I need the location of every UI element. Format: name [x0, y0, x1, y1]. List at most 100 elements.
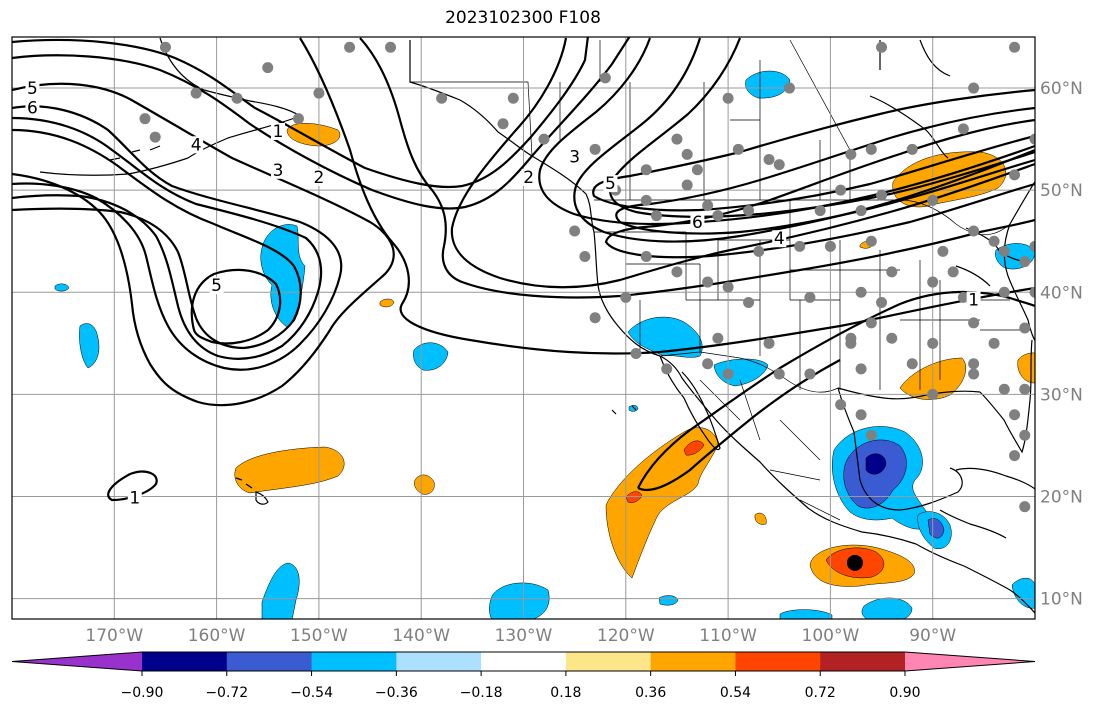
colorbar-label: 0.36	[635, 685, 666, 701]
contour-label: 1	[129, 489, 140, 509]
station-dot	[661, 363, 673, 375]
station-dot	[1029, 240, 1035, 252]
station-dot	[927, 337, 939, 349]
colorbar-segment	[396, 652, 482, 671]
station-dot	[640, 164, 652, 176]
station-dot	[712, 210, 724, 222]
longitude-tick-label: 120°W	[597, 626, 655, 646]
station-dot	[998, 286, 1010, 298]
contour-line	[12, 116, 323, 360]
colorbar-label: 0.18	[550, 685, 581, 701]
station-dot	[814, 205, 826, 217]
station-dot	[835, 399, 847, 411]
station-dot	[968, 225, 980, 237]
station-dot	[865, 143, 877, 155]
colorbar-segment	[735, 652, 821, 671]
colorbar-segment	[481, 652, 567, 671]
station-dot	[579, 251, 591, 263]
station-dot	[1009, 409, 1021, 421]
station-dot	[569, 225, 581, 237]
longitude-tick-label: 170°W	[85, 626, 143, 646]
station-dot	[906, 358, 918, 370]
station-dot	[876, 296, 888, 308]
contour-label: 1	[968, 290, 979, 310]
station-dot	[845, 148, 857, 160]
station-dot	[702, 276, 714, 288]
negative-anomaly-region	[658, 595, 679, 606]
station-dot	[968, 368, 980, 380]
station-dot	[1019, 383, 1031, 395]
station-dot	[589, 312, 601, 324]
contour-label-bg	[25, 80, 40, 98]
longitude-tick-label: 150°W	[290, 626, 348, 646]
contour-label: 1	[273, 122, 284, 142]
station-dot	[538, 133, 550, 145]
station-dot	[436, 92, 448, 104]
negative-anomaly-region	[779, 609, 833, 619]
station-dot	[1019, 256, 1031, 268]
station-dot	[968, 358, 980, 370]
longitude-tick-label: 130°W	[495, 626, 553, 646]
station-dot	[968, 317, 980, 329]
station-dot	[149, 131, 161, 143]
station-dot	[159, 41, 171, 53]
station-dot	[292, 113, 304, 125]
longitude-tick-label: 100°W	[802, 626, 860, 646]
station-dot	[773, 159, 785, 171]
station-dot	[906, 143, 918, 155]
colorbar-segment	[226, 652, 313, 671]
contour-label-bg	[521, 168, 536, 186]
station-dot	[835, 184, 847, 196]
station-dot	[743, 205, 755, 217]
contour-line	[538, 37, 1035, 226]
contour-label: 5	[211, 276, 222, 296]
station-dot	[876, 41, 888, 53]
contour-label-bg	[772, 230, 787, 248]
florida	[979, 339, 1033, 454]
colorbar-segment	[650, 652, 736, 671]
station-dot	[671, 133, 683, 145]
station-dot	[753, 245, 765, 257]
colorbar-segment	[311, 652, 397, 671]
contour-label: 3	[569, 148, 580, 168]
positive-anomaly-region	[286, 123, 341, 147]
station-dot	[824, 240, 836, 252]
contour-label: 4	[191, 135, 202, 155]
colorbar-label: −0.18	[460, 685, 503, 701]
contour-line	[12, 37, 631, 210]
contour-line	[615, 106, 1035, 235]
station-dot	[620, 291, 632, 303]
contour-line	[299, 37, 1035, 355]
station-dot	[231, 92, 243, 104]
station-dot	[497, 118, 509, 130]
contour-label: 3	[273, 161, 284, 181]
map-title: 2023102300 F108	[445, 8, 601, 28]
contour-label: 5	[605, 174, 616, 194]
station-dot	[865, 429, 877, 441]
latitude-tick-label: 40°N	[1040, 283, 1083, 303]
colorbar: −0.90 −0.72 −0.54 −0.36 −0.18 0.18 0.36 0.54 0.7…	[11, 651, 1036, 701]
contour-label: 4	[774, 229, 785, 249]
station-dot	[190, 87, 202, 99]
colorbar-label: −0.90	[121, 685, 164, 701]
station-dot	[671, 266, 683, 278]
contour-label: 6	[27, 99, 38, 119]
station-markers	[139, 41, 1035, 513]
station-dot	[773, 368, 785, 380]
contour-label: 5	[27, 79, 38, 99]
latitude-tick-label: 50°N	[1040, 181, 1083, 201]
station-dot	[927, 388, 939, 400]
contour-line	[12, 37, 589, 189]
station-dot	[957, 291, 969, 303]
station-dot	[988, 235, 1000, 247]
positive-anomaly-region	[414, 474, 435, 495]
station-dot	[1029, 286, 1035, 298]
station-dot	[589, 143, 601, 155]
negative-anomaly-region	[627, 316, 703, 358]
station-dot	[650, 210, 662, 222]
station-dot	[1019, 429, 1031, 441]
station-dot	[886, 266, 898, 278]
negative-anomaly-region	[745, 70, 791, 99]
mexico-states	[699, 379, 841, 521]
station-dot	[599, 72, 611, 84]
